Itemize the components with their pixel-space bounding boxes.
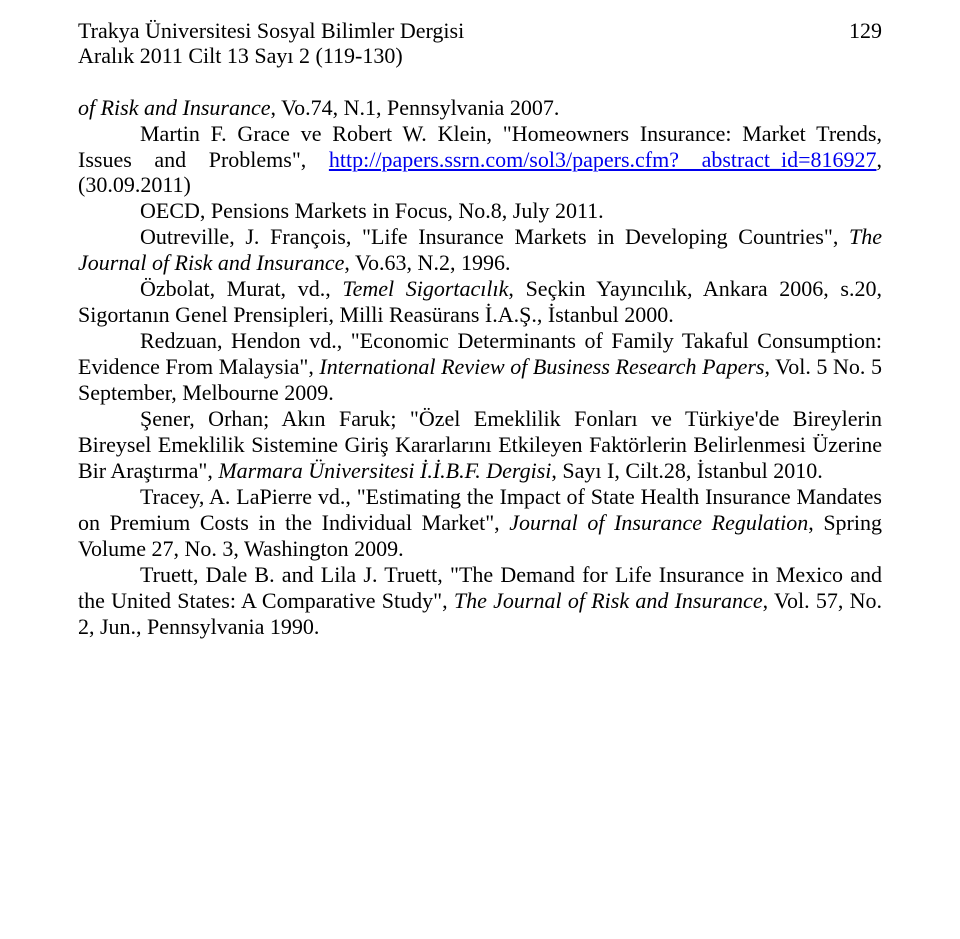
reference-8: Tracey, A. LaPierre vd., "Estimating the… [78, 484, 882, 562]
reference-3-text: OECD, Pensions Markets in Focus, No.8, J… [140, 198, 604, 223]
reference-5-title: Temel Sigortacılık [342, 276, 508, 301]
reference-1-tail: , Vo.74, N.1, Pennsylvania 2007. [270, 95, 559, 120]
reference-1: of Risk and Insurance, Vo.74, N.1, Penns… [78, 95, 882, 121]
reference-5-a: Özbolat, Murat, vd., [140, 276, 342, 301]
reference-8-journal: Journal of Insurance Regulation [509, 510, 808, 535]
reference-4-b: , Vo.63, N.2, 1996. [344, 250, 510, 275]
reference-2-link[interactable]: http://papers.ssrn.com/sol3/papers.cfm? … [329, 147, 877, 172]
reference-9: Truett, Dale B. and Lila J. Truett, "The… [78, 562, 882, 640]
journal-title: Trakya Üniversitesi Sosyal Bilimler Derg… [78, 18, 882, 43]
reference-6: Redzuan, Hendon vd., "Economic Determina… [78, 328, 882, 406]
reference-7-journal: Marmara Üniversitesi İ.İ.B.F. Dergisi [218, 458, 551, 483]
reference-5: Özbolat, Murat, vd., Temel Sigortacılık,… [78, 276, 882, 328]
reference-4-a: Outreville, J. François, "Life Insurance… [140, 224, 849, 249]
reference-4: Outreville, J. François, "Life Insurance… [78, 224, 882, 276]
reference-7: Şener, Orhan; Akın Faruk; "Özel Emeklili… [78, 406, 882, 484]
references-block: of Risk and Insurance, Vo.74, N.1, Penns… [78, 95, 882, 640]
reference-7-b: , Sayı I, Cilt.28, İstanbul 2010. [551, 458, 822, 483]
document-page: 129 Trakya Üniversitesi Sosyal Bilimler … [0, 0, 960, 939]
reference-9-journal: The Journal of Risk and Insurance [454, 588, 763, 613]
page-number: 129 [849, 18, 882, 44]
reference-2: Martin F. Grace ve Robert W. Klein, "Hom… [78, 121, 882, 199]
reference-6-journal: International Review of Business Researc… [319, 354, 764, 379]
issue-info: Aralık 2011 Cilt 13 Sayı 2 (119-130) [78, 43, 882, 68]
reference-1-journal: of Risk and Insurance [78, 95, 270, 120]
reference-3: OECD, Pensions Markets in Focus, No.8, J… [78, 198, 882, 224]
